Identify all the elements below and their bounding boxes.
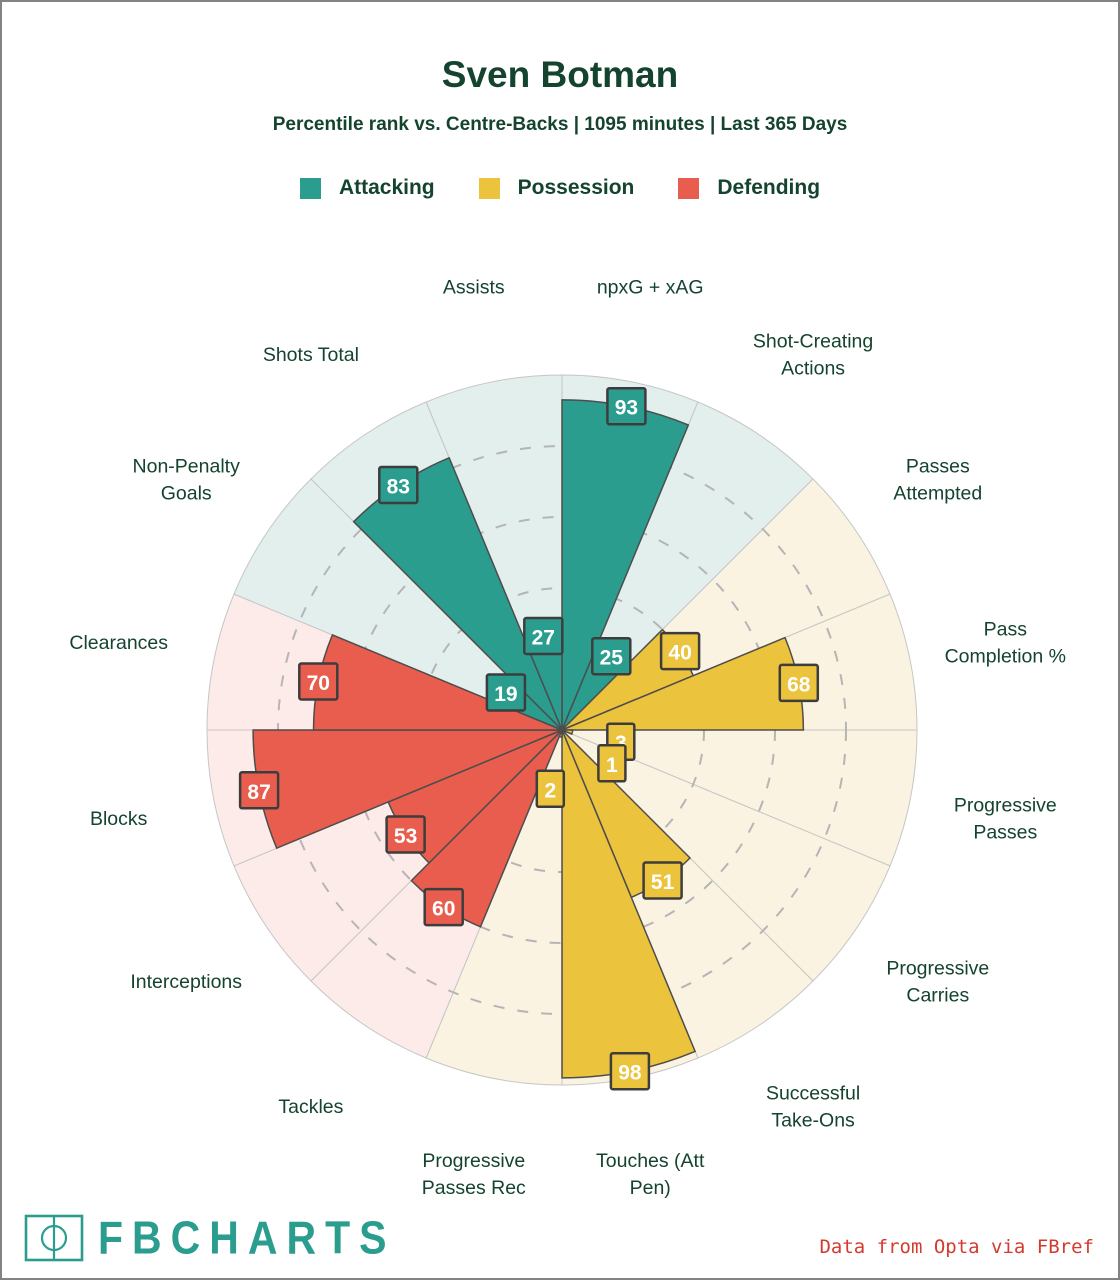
category-label-7: Touches (Att Pen) — [596, 1150, 705, 1199]
svg-text:40: 40 — [668, 642, 691, 665]
svg-text:51: 51 — [651, 871, 675, 894]
svg-text:27: 27 — [532, 627, 555, 650]
possession-swatch-icon — [478, 177, 500, 199]
category-label-5: Progressive Carries — [886, 958, 989, 1007]
category-label-10: Interceptions — [130, 971, 242, 993]
category-label-1: Shot-Creating Actions — [753, 331, 873, 380]
attacking-swatch-icon — [299, 177, 321, 199]
legend-item-attacking: Attacking — [299, 176, 435, 200]
svg-text:3: 3 — [615, 732, 627, 755]
football-pitch-icon — [24, 1214, 84, 1262]
svg-text:25: 25 — [600, 647, 624, 670]
category-label-4: Progressive Passes — [954, 795, 1057, 844]
svg-text:68: 68 — [787, 673, 811, 696]
defending-swatch-icon — [678, 177, 700, 199]
svg-text:83: 83 — [387, 476, 410, 499]
slice-background-13 — [233, 478, 563, 731]
category-label-14: Shots Total — [263, 344, 359, 366]
value-badge-14: 83 — [378, 465, 419, 505]
value-badge-15: 27 — [523, 616, 564, 656]
value-badge-0: 93 — [606, 386, 647, 426]
value-badge-5: 1 — [597, 744, 627, 783]
data-credit: Data from Opta via FBref — [819, 1236, 1094, 1258]
category-label-0: npxG + xAG — [597, 277, 704, 299]
category-label-3: Pass Completion % — [945, 618, 1066, 667]
category-label-8: Progressive Passes Rec — [422, 1150, 526, 1199]
svg-text:87: 87 — [247, 781, 270, 804]
svg-text:1: 1 — [606, 754, 618, 777]
category-label-13: Non-Penalty Goals — [133, 455, 241, 504]
value-badge-9: 60 — [423, 887, 464, 927]
value-badge-11: 87 — [238, 771, 280, 810]
legend-item-defending: Defending — [678, 176, 820, 200]
slice-background-4 — [561, 729, 918, 867]
category-label-12: Clearances — [69, 632, 168, 654]
brand-logo: FBCHARTS — [24, 1214, 395, 1262]
svg-text:2: 2 — [544, 779, 556, 802]
value-badge-6: 51 — [642, 861, 683, 900]
svg-text:19: 19 — [494, 683, 517, 706]
category-label-6: Successful Take-Ons — [766, 1082, 860, 1131]
svg-text:93: 93 — [615, 397, 638, 420]
svg-text:60: 60 — [432, 898, 455, 921]
value-badge-2: 40 — [659, 631, 701, 671]
slice-background-5 — [561, 729, 891, 982]
svg-text:53: 53 — [394, 825, 417, 848]
category-label-15: Assists — [443, 277, 505, 299]
value-badge-8: 2 — [535, 769, 566, 809]
page-subtitle: Percentile rank vs. Centre-Backs | 1095 … — [272, 114, 848, 135]
value-badge-13: 19 — [485, 673, 527, 712]
legend-label-possession: Possession — [517, 176, 635, 199]
legend: Attacking Possession Defending — [2, 176, 1118, 200]
value-badge-7: 98 — [609, 1051, 651, 1091]
category-label-9: Tackles — [278, 1096, 343, 1118]
legend-label-attacking: Attacking — [338, 176, 435, 199]
slice-background-8 — [425, 729, 563, 1086]
svg-text:70: 70 — [307, 672, 330, 695]
svg-text:98: 98 — [618, 1062, 642, 1085]
value-badge-12: 70 — [298, 662, 339, 701]
category-label-11: Blocks — [90, 808, 148, 830]
page-title: Sven Botman — [441, 54, 679, 95]
value-badge-3: 68 — [778, 663, 820, 703]
legend-item-possession: Possession — [478, 176, 635, 200]
brand-name: FBCHARTS — [98, 1211, 396, 1264]
category-label-2: Passes Attempted — [893, 455, 982, 504]
legend-label-defending: Defending — [717, 176, 821, 199]
value-badge-1: 25 — [591, 636, 632, 676]
value-badge-10: 53 — [385, 815, 426, 854]
